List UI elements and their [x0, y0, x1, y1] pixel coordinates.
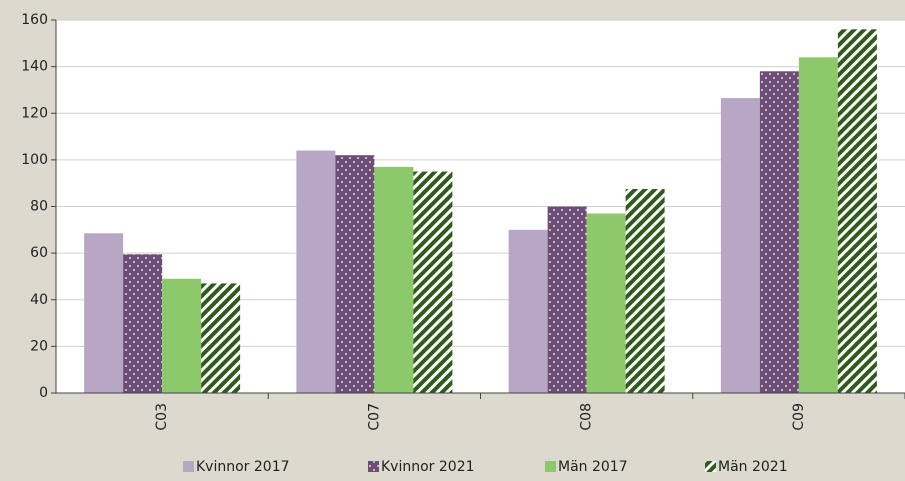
x-tick-label: C09 [791, 403, 807, 431]
bar [162, 278, 202, 393]
bar [335, 155, 375, 393]
bar [547, 206, 587, 393]
bar [586, 213, 626, 393]
bar [625, 189, 665, 393]
legend-label: Män 2017 [558, 459, 628, 475]
bar [296, 150, 336, 393]
bar [84, 233, 124, 393]
legend-swatch [545, 461, 556, 472]
y-tick-label: 120 [21, 105, 48, 121]
legend-label: Kvinnor 2021 [381, 459, 475, 475]
y-tick-label: 20 [30, 338, 48, 354]
bar [201, 283, 241, 393]
y-tick-label: 100 [21, 152, 48, 168]
y-tick-label: 0 [39, 385, 48, 401]
x-tick-label: C08 [579, 403, 595, 431]
legend-swatch [705, 461, 716, 472]
bar [413, 171, 453, 393]
bar [798, 57, 838, 394]
y-tick-label: 80 [30, 199, 48, 215]
y-tick-label: 40 [30, 292, 48, 308]
y-tick-label: 160 [21, 12, 48, 28]
x-tick-label: C07 [366, 403, 382, 431]
bar [374, 166, 414, 393]
y-tick-label: 60 [30, 245, 48, 261]
bar [837, 29, 877, 393]
legend-swatch [183, 461, 194, 472]
bar [720, 98, 760, 394]
x-tick-label: C03 [154, 403, 170, 431]
legend-label: Kvinnor 2017 [196, 459, 290, 475]
bar [123, 254, 163, 393]
legend-swatch [368, 461, 379, 472]
bar [759, 71, 799, 393]
bar [508, 229, 548, 393]
legend-label: Män 2021 [718, 459, 788, 475]
y-tick-label: 140 [21, 59, 48, 75]
